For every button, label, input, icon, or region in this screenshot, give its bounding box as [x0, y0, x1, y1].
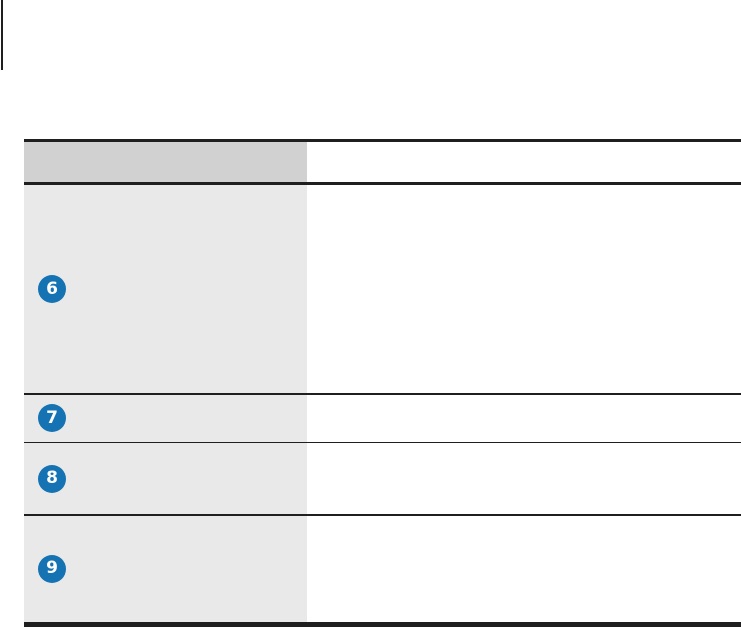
- table-cell-label: 7: [24, 394, 307, 442]
- number-6-badge-icon: 6: [38, 275, 66, 303]
- table-header-cell: [24, 142, 307, 182]
- table-cell-label: 6: [24, 185, 307, 393]
- info-table: 6 7 8 9: [24, 139, 741, 627]
- table-cell-label: 9: [24, 515, 307, 622]
- table-header-row: [24, 142, 741, 182]
- row-divider-rule: [24, 393, 741, 395]
- row-divider-rule: [24, 514, 741, 516]
- table-cell-description: [307, 443, 741, 514]
- table-row: 8: [24, 443, 741, 514]
- table-cell-label: 8: [24, 443, 307, 514]
- table-cell-description: [307, 395, 741, 442]
- table-cell-description: [307, 516, 741, 623]
- page-edge-line: [1, 0, 3, 70]
- table-top-rule: [24, 139, 741, 142]
- table-cell-description: [307, 185, 741, 393]
- number-7-badge-icon: 7: [38, 404, 66, 432]
- number-9-badge-icon: 9: [38, 554, 66, 583]
- table-row: 6: [24, 185, 741, 393]
- number-8-badge-icon: 8: [38, 464, 66, 493]
- table-bottom-rule: [24, 622, 741, 627]
- table-row: 7: [24, 394, 741, 442]
- table-header-cell-right: [307, 142, 741, 182]
- header-divider-rule: [24, 182, 741, 185]
- row-divider-rule: [24, 441, 741, 443]
- table-row: 9: [24, 515, 741, 623]
